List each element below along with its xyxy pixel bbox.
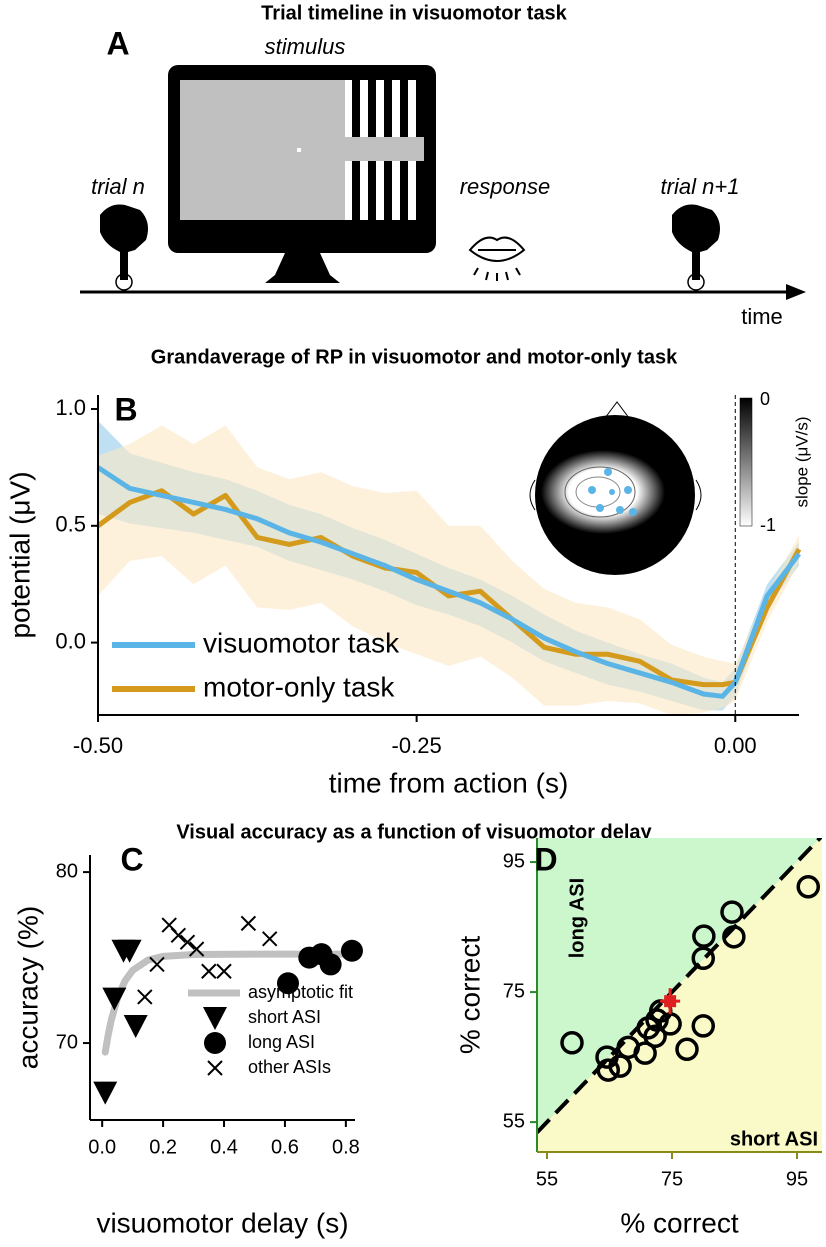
mean-marker (664, 995, 677, 1008)
cross-marker (240, 915, 257, 932)
stimulus-label: stimulus (265, 34, 346, 59)
cross-marker (179, 934, 196, 950)
x-axis-label: % correct (620, 1207, 738, 1238)
y-tick-label: 55 (503, 1110, 525, 1132)
colorbar-tick-label: -1 (760, 515, 776, 535)
x-axis-label: visuomotor delay (s) (96, 1207, 348, 1238)
x-tick-label: 0.4 (210, 1136, 238, 1158)
x-tick-label: 55 (536, 1168, 558, 1190)
circle-marker (596, 1058, 620, 1082)
time-label: time (741, 304, 783, 329)
circle-marker (691, 946, 715, 971)
legend-label: long ASI (248, 1032, 315, 1052)
colorbar-tick-label: 0 (760, 389, 770, 409)
circle-marker (608, 1054, 632, 1078)
panel-label: B (114, 391, 137, 427)
region-below (537, 838, 822, 1152)
circle-marker (319, 953, 342, 976)
circle-marker (796, 875, 820, 899)
circle-marker (720, 900, 744, 924)
y-tick-label: 0.0 (55, 628, 86, 653)
error-band (98, 425, 799, 715)
region-label: long ASI (566, 878, 588, 958)
circle-marker (722, 925, 746, 949)
x-tick-label: 95 (786, 1168, 808, 1190)
legend-label: asymptotic fit (248, 982, 353, 1002)
circle-marker (692, 924, 716, 948)
time-arrow (786, 284, 806, 300)
x-tick-label: 0.0 (88, 1136, 116, 1158)
panel-title: Visual accuracy as a function of visuomo… (176, 821, 652, 843)
legend-label: short ASI (248, 1007, 321, 1027)
cross-marker (137, 989, 153, 1005)
fit-line (101, 950, 356, 1056)
y-tick-label: 75 (503, 980, 525, 1002)
hand-icon (100, 204, 148, 291)
cross-marker (207, 1060, 223, 1076)
y-tick-label: 70 (56, 1031, 78, 1053)
panel-label: A (106, 25, 129, 61)
region-label: short ASI (730, 1128, 818, 1150)
response-label: response (460, 174, 551, 199)
cross-marker (216, 963, 232, 979)
triangle-marker (123, 1014, 148, 1038)
circle-marker (340, 939, 363, 962)
circle-marker (675, 1037, 699, 1062)
circle-marker (560, 1031, 584, 1055)
x-axis-label: time from action (s) (329, 767, 569, 798)
series-line (96, 488, 802, 688)
hand-icon (672, 204, 720, 291)
x-tick-label: -0.25 (392, 733, 442, 758)
cross-marker (262, 931, 278, 947)
identity-line (537, 838, 822, 1134)
panel-title: Grandaverage of RP in visuomotor and mot… (151, 346, 678, 368)
x-tick-label: -0.50 (73, 733, 123, 758)
circle-marker (633, 1041, 657, 1065)
region-above (537, 838, 821, 1133)
x-tick-label: 0.2 (149, 1136, 177, 1158)
y-axis-label: accuracy (%) (12, 906, 43, 1069)
circle-marker (204, 1032, 226, 1054)
x-tick-label: 75 (661, 1168, 683, 1190)
y-axis-label: potential (μV) (4, 471, 35, 638)
topography (529, 397, 753, 575)
circle-marker (691, 1014, 715, 1038)
x-tick-label: 0.6 (271, 1136, 299, 1158)
y-tick-label: 1.0 (55, 395, 86, 420)
triangle-marker (203, 1007, 227, 1030)
mouth-icon (468, 236, 526, 281)
legend-label: motor-only task (203, 671, 395, 702)
y-tick-label: 80 (56, 860, 78, 882)
monitor (168, 65, 436, 283)
colorbar-label: slope (μV/s) (792, 416, 811, 507)
trial-label: trial n (91, 174, 145, 199)
panel-label: D (534, 841, 557, 877)
panel-label: C (120, 841, 143, 877)
cross-marker (170, 927, 187, 944)
series-line (96, 465, 801, 699)
x-tick-label: 0.8 (332, 1136, 360, 1158)
x-tick-label: 0.00 (714, 733, 757, 758)
legend-label: visuomotor task (203, 627, 400, 658)
cross-marker (188, 941, 205, 957)
y-tick-label: 0.5 (55, 512, 86, 537)
triangle-marker (102, 987, 127, 1011)
y-axis-label: % correct (454, 936, 485, 1054)
legend-label: other ASIs (248, 1057, 331, 1077)
triangle-marker (93, 1081, 118, 1105)
panel-a-title: Trial timeline in visuomotor task (261, 2, 568, 24)
cross-marker (149, 956, 165, 973)
triangle-marker (117, 939, 142, 963)
cross-marker (201, 963, 217, 979)
circle-marker (643, 1024, 667, 1049)
y-tick-label: 95 (503, 850, 525, 872)
trial-next-label: trial n+1 (661, 174, 740, 199)
circle-marker (276, 972, 299, 995)
